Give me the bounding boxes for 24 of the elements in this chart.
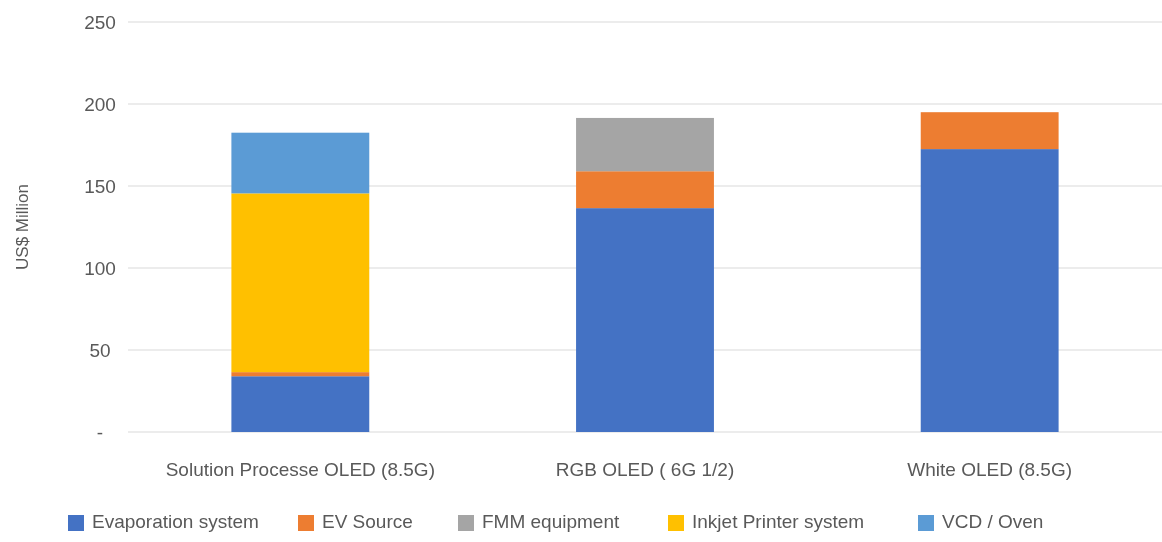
y-tick-label: - xyxy=(96,421,104,443)
y-tick-label: 100 xyxy=(84,257,116,279)
bar xyxy=(576,171,714,209)
x-tick-label: Solution Processe OLED (8.5G) xyxy=(165,459,435,480)
x-tick-label: White OLED (8.5G) xyxy=(907,459,1073,480)
legend-label: EV Source xyxy=(322,511,413,532)
bar xyxy=(231,376,370,432)
x-tick-label: RGB OLED ( 6G 1/2) xyxy=(555,459,735,480)
bar xyxy=(231,132,370,194)
y-axis-title: US$ Million xyxy=(13,184,32,270)
bar xyxy=(231,372,370,377)
y-tick-label: 150 xyxy=(84,175,116,197)
legend-label: Evaporation system xyxy=(92,511,259,532)
bar xyxy=(231,193,370,373)
legend-label: FMM equipment xyxy=(482,511,620,532)
bar xyxy=(576,117,714,172)
y-tick-label: 250 xyxy=(84,11,116,33)
legend-label: Inkjet Printer system xyxy=(692,511,865,532)
bar xyxy=(576,208,714,432)
y-tick-label: 200 xyxy=(84,93,116,115)
bar xyxy=(920,149,1059,432)
legend-label: VCD / Oven xyxy=(942,511,1044,532)
y-tick-label: 50 xyxy=(89,339,111,361)
bar xyxy=(920,112,1059,150)
